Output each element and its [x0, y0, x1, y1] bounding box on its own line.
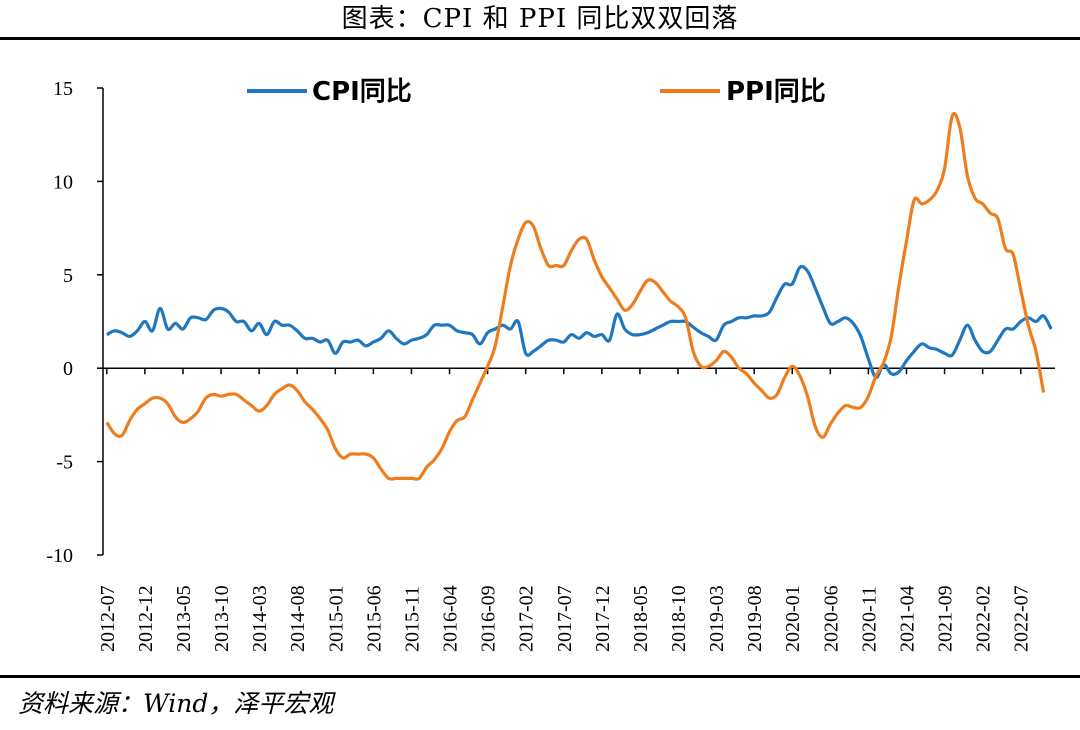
legend-ppi-label: PPI同比	[726, 77, 826, 107]
x-tick-label: 2021-04	[896, 585, 918, 652]
footer-rule	[0, 675, 1080, 678]
x-tick-label: 2017-02	[516, 585, 538, 652]
y-tick-label: 10	[53, 171, 73, 193]
x-tick-label: 2022-02	[973, 585, 995, 652]
line-chart: 15 10 5 0 -5 -10 2012-07 2012-12 2013-05 2013-10 2…	[46, 77, 1055, 652]
x-tick-label: 2015-01	[325, 585, 347, 652]
x-tick-label: 2014-03	[249, 585, 271, 652]
axes: 15 10 5 0 -5 -10 2012-07 2012-12 2013-05 2013-10 2…	[46, 78, 1055, 652]
y-tick-label: 15	[53, 78, 73, 100]
x-tick-label: 2020-11	[858, 586, 880, 652]
x-tick-label: 2020-06	[820, 585, 842, 652]
y-tick-label: 0	[63, 358, 73, 380]
x-tick-label: 2022-07	[1011, 585, 1033, 652]
x-tick-label: 2019-08	[744, 585, 766, 652]
source-note: 资料来源：Wind，泽平宏观	[18, 689, 334, 718]
x-tick-label: 2019-03	[706, 585, 728, 652]
series-lines	[105, 111, 1053, 481]
title-rule	[0, 37, 1080, 40]
x-tick-label: 2015-11	[401, 586, 423, 652]
legend-cpi-label: CPI同比	[312, 77, 412, 107]
x-tick-label: 2013-10	[211, 585, 233, 652]
y-tick-label: -5	[56, 452, 73, 474]
y-tick-label: -10	[46, 545, 73, 567]
cpi-series-line	[106, 264, 1053, 380]
x-tick-label: 2021-09	[935, 585, 957, 652]
x-tick-label: 2013-05	[173, 585, 195, 652]
x-tick-label: 2020-01	[782, 585, 804, 652]
x-tick-label: 2015-06	[363, 585, 385, 652]
ppi-series-line	[105, 111, 1046, 481]
x-tick-label: 2018-10	[668, 585, 690, 652]
x-tick-label: 2012-12	[135, 585, 157, 652]
x-tick-label: 2016-04	[440, 585, 462, 652]
x-tick-label: 2017-12	[592, 585, 614, 652]
legend: CPI同比 PPI同比	[247, 77, 826, 107]
x-tick-label: 2016-09	[478, 585, 500, 652]
x-tick-label: 2012-07	[97, 585, 119, 652]
x-tick-label: 2014-08	[287, 585, 309, 652]
y-tick-label: 5	[63, 265, 73, 287]
chart-title: 图表：CPI 和 PPI 同比双双回落	[341, 4, 739, 34]
x-tick-label: 2018-05	[630, 585, 652, 652]
x-tick-label: 2017-07	[554, 585, 576, 652]
